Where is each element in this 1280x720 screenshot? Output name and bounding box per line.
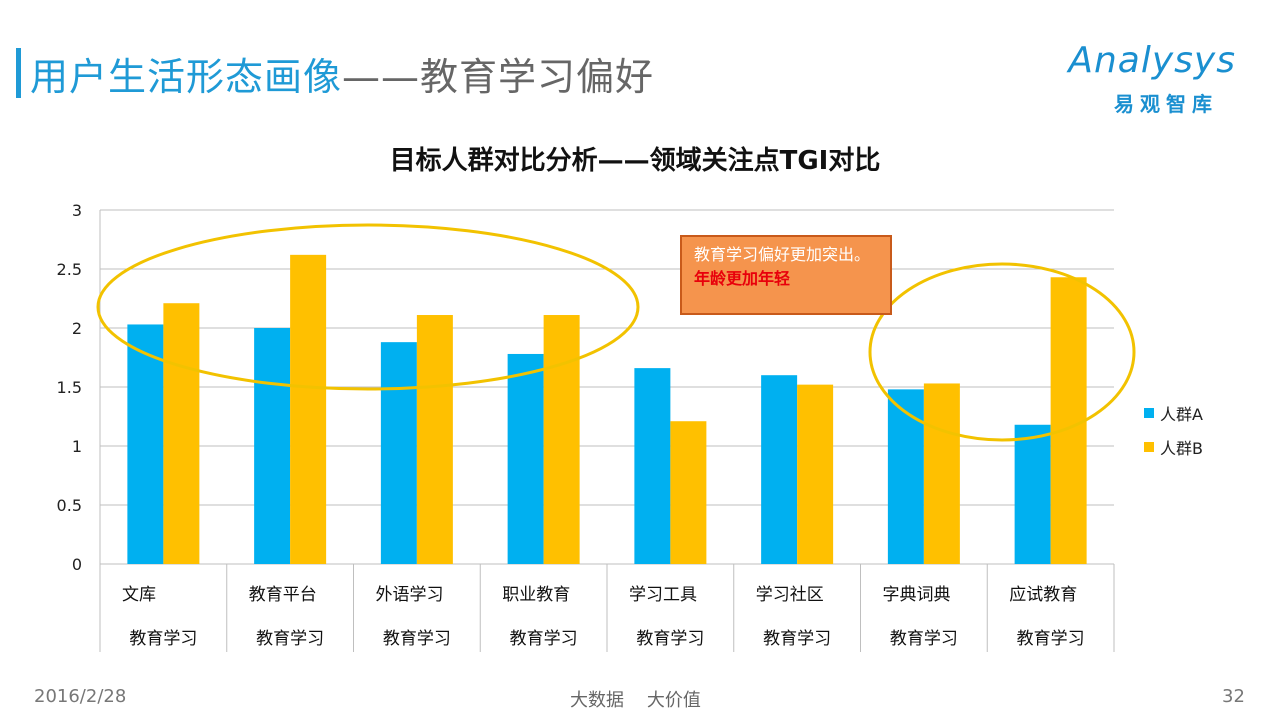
page-number: 32 <box>1222 686 1245 707</box>
bar-a-2 <box>380 342 417 564</box>
bar-b-4 <box>670 421 707 564</box>
bar-a-6 <box>887 389 924 564</box>
x-group-label: 教育学习 <box>510 629 578 649</box>
x-group-label: 教育学习 <box>890 629 958 649</box>
page-title-sub: ——教育学习偏好 <box>342 55 655 99</box>
bar-b-5 <box>797 384 834 564</box>
x-category-label: 学习工具 <box>629 585 697 605</box>
bar-a-7 <box>1014 424 1051 564</box>
legend-label-b: 人群B <box>1160 439 1203 458</box>
logo-subtitle: 易观智库 <box>1114 92 1218 116</box>
page-title: 用户生活形态画像——教育学习偏好 <box>30 46 654 101</box>
y-tick-label: 0 <box>72 555 82 574</box>
footer-date: 2016/2/28 <box>34 686 127 707</box>
legend-item-a: 人群A <box>1144 396 1203 430</box>
bar-a-1 <box>254 328 291 564</box>
analysys-logo: Analysys 易观智库 <box>1046 30 1236 120</box>
bar-b-1 <box>290 254 327 564</box>
chart-legend: 人群A 人群B <box>1144 396 1203 464</box>
x-group-label: 教育学习 <box>383 629 451 649</box>
bar-b-2 <box>416 315 453 564</box>
y-tick-label: 2 <box>72 319 82 338</box>
bar-a-4 <box>634 368 671 564</box>
logo-wordmark: Analysys <box>1068 40 1236 81</box>
footer-slogan: 大数据 大价值 <box>570 690 701 711</box>
callout-highlight: 年龄更加年轻 <box>694 269 791 288</box>
y-tick-label: 3 <box>72 201 82 220</box>
y-tick-label: 0.5 <box>57 496 82 515</box>
y-tick-label: 1.5 <box>57 378 82 397</box>
x-group-label: 教育学习 <box>256 629 324 649</box>
callout-text: 教育学习偏好更加突出。 <box>694 245 871 264</box>
bar-b-3 <box>543 315 580 564</box>
x-category-label: 外语学习 <box>376 585 444 605</box>
page-title-main: 用户生活形态画像 <box>30 55 343 99</box>
callout-box: 教育学习偏好更加突出。年龄更加年轻 <box>680 235 892 315</box>
x-group-label: 教育学习 <box>636 629 704 649</box>
bar-a-3 <box>507 353 544 564</box>
legend-swatch-a <box>1144 408 1154 418</box>
bar-a-5 <box>761 375 798 564</box>
highlight-ellipse-left <box>96 223 640 391</box>
title-accent-bar <box>16 48 21 98</box>
legend-item-b: 人群B <box>1144 430 1203 464</box>
bar-b-6 <box>923 383 960 564</box>
x-group-label: 教育学习 <box>129 629 197 649</box>
y-tick-label: 2.5 <box>57 260 82 279</box>
y-tick-label: 1 <box>72 437 82 456</box>
bar-b-0 <box>163 303 200 564</box>
chart-title: 目标人群对比分析——领域关注点TGI对比 <box>389 146 881 176</box>
x-category-label: 学习社区 <box>756 585 824 605</box>
bar-a-0 <box>127 324 164 564</box>
x-group-label: 教育学习 <box>763 629 831 649</box>
legend-label-a: 人群A <box>1160 405 1203 424</box>
highlight-ellipse-right <box>868 262 1136 442</box>
x-category-label: 职业教育 <box>502 585 570 605</box>
x-category-label: 教育平台 <box>249 585 317 605</box>
legend-swatch-b <box>1144 442 1154 452</box>
bar-b-7 <box>1050 277 1087 564</box>
x-category-label: 应试教育 <box>1009 585 1077 605</box>
x-group-label: 教育学习 <box>1017 629 1085 649</box>
x-category-label: 字典词典 <box>883 585 951 605</box>
x-category-label: 文库 <box>122 585 156 605</box>
